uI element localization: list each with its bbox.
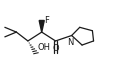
Text: O: O [52, 44, 59, 53]
Polygon shape [39, 21, 44, 32]
Text: OH: OH [37, 43, 50, 52]
Text: F: F [44, 16, 49, 25]
Text: N: N [67, 38, 74, 47]
